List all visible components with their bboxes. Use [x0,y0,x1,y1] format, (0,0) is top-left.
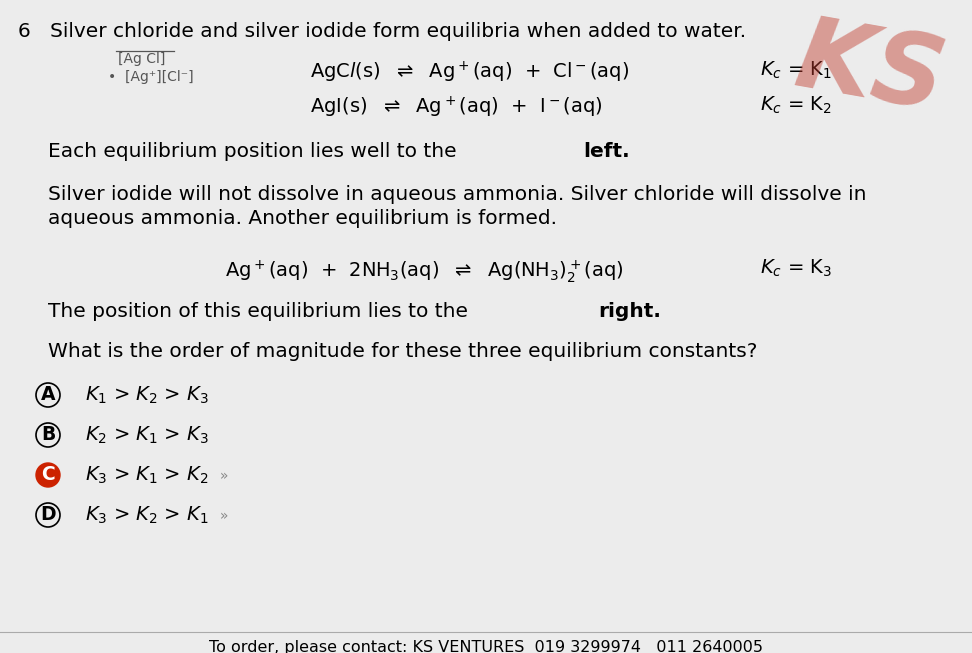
Text: KS: KS [788,10,952,131]
Text: Each equilibrium position lies well to the: Each equilibrium position lies well to t… [48,142,463,161]
Text: B: B [41,426,55,445]
Text: The position of this equilibrium lies to the: The position of this equilibrium lies to… [48,302,474,321]
Text: left.: left. [583,142,630,161]
Text: $K_3$ > $K_1$ > $K_2$: $K_3$ > $K_1$ > $K_2$ [85,465,209,486]
Text: $K_1$ > $K_2$ > $K_3$: $K_1$ > $K_2$ > $K_3$ [85,385,209,406]
Text: Ag$^+$(aq)  +  2NH$_3$(aq)  $\rightleftharpoons$  Ag(NH$_3$)$_2^+$(aq): Ag$^+$(aq) + 2NH$_3$(aq) $\rightleftharp… [225,258,624,285]
Text: AgC$l$(s)  $\rightleftharpoons$  Ag$^+$(aq)  +  Cl$^-$(aq): AgC$l$(s) $\rightleftharpoons$ Ag$^+$(aq… [310,60,629,86]
Text: $K_c$ = K$_1$: $K_c$ = K$_1$ [760,60,832,82]
Text: Silver iodide will not dissolve in aqueous ammonia. Silver chloride will dissolv: Silver iodide will not dissolve in aqueo… [48,185,866,204]
Text: C: C [41,466,54,485]
Text: aqueous ammonia. Another equilibrium is formed.: aqueous ammonia. Another equilibrium is … [48,209,557,228]
Text: right.: right. [598,302,661,321]
Text: To order, please contact: KS VENTURES  019 3299974   011 2640005: To order, please contact: KS VENTURES 01… [209,640,763,653]
Text: $K_3$ > $K_2$ > $K_1$: $K_3$ > $K_2$ > $K_1$ [85,505,209,526]
Text: A: A [41,385,55,404]
Text: [Ag Cl]: [Ag Cl] [118,52,165,66]
Text: AgI(s)  $\rightleftharpoons$  Ag$^+$(aq)  +  I$^-$(aq): AgI(s) $\rightleftharpoons$ Ag$^+$(aq) +… [310,95,603,120]
Text: $K_c$ = K$_2$: $K_c$ = K$_2$ [760,95,832,116]
Text: $K_c$ = K$_3$: $K_c$ = K$_3$ [760,258,832,279]
Text: »: » [220,469,228,483]
Circle shape [36,463,60,487]
Text: 6: 6 [18,22,31,41]
Text: What is the order of magnitude for these three equilibrium constants?: What is the order of magnitude for these… [48,342,757,361]
Text: D: D [40,505,55,524]
Text: Silver chloride and silver iodide form equilibria when added to water.: Silver chloride and silver iodide form e… [50,22,746,41]
Text: »: » [220,509,228,523]
Text: •  [Ag⁺][Cl⁻]: • [Ag⁺][Cl⁻] [108,70,193,84]
Text: $K_2$ > $K_1$ > $K_3$: $K_2$ > $K_1$ > $K_3$ [85,425,209,446]
